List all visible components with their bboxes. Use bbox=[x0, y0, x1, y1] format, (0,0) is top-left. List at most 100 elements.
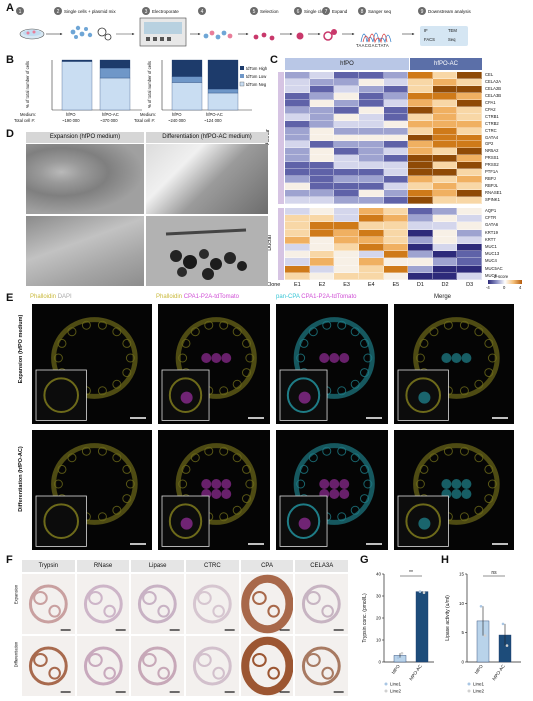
heatmap-cell bbox=[285, 106, 310, 114]
inset-organoid bbox=[168, 503, 203, 539]
heatmap-cell bbox=[432, 197, 458, 204]
tem-image-expansion-bottom bbox=[26, 216, 144, 286]
heatmap-cell bbox=[285, 113, 310, 121]
heatmap-cell bbox=[383, 120, 409, 128]
heatmap-cell bbox=[408, 190, 433, 198]
tissue-section bbox=[83, 646, 123, 686]
heatmap-cell bbox=[408, 141, 433, 149]
heatmap-cell bbox=[432, 258, 458, 266]
heatmap-cell bbox=[408, 236, 433, 244]
cell-outline bbox=[219, 446, 229, 456]
downstream-if: IF bbox=[424, 28, 428, 33]
f-ihc-cela3a-expansion bbox=[295, 574, 348, 634]
cell-outline bbox=[474, 379, 484, 389]
heatmap-cell bbox=[457, 120, 482, 128]
b-left-total-0: ~190 000 bbox=[62, 118, 80, 123]
panel_h-legend-dot-line1 bbox=[467, 682, 471, 686]
cell-outline bbox=[97, 512, 107, 522]
heatmap-cell bbox=[432, 134, 458, 142]
gene-label: MUC4 bbox=[485, 258, 497, 264]
tissue-lumen bbox=[48, 666, 61, 680]
step-4-circle bbox=[198, 7, 206, 15]
tissue-lumen bbox=[33, 653, 48, 667]
heatmap-cell bbox=[457, 197, 482, 204]
heatmap-cell bbox=[383, 222, 409, 230]
f-ihc-trypsin-differentiation bbox=[22, 636, 75, 696]
tissue-lumen bbox=[321, 604, 335, 618]
gene-label: AQP1 bbox=[485, 208, 497, 213]
heatmap-cell bbox=[309, 272, 335, 280]
organoid-outline bbox=[51, 443, 138, 525]
organoid-outline bbox=[51, 317, 138, 399]
panel-c-heatmap: hfPO hfPO-AC Acinar Ductal CELCELA2ACELA… bbox=[265, 58, 532, 294]
heatmap-cell bbox=[457, 78, 482, 86]
heatmap-cell bbox=[334, 183, 359, 191]
step-3-label: Electroporate bbox=[152, 9, 179, 14]
f-ihc-cpa-expansion bbox=[240, 574, 294, 634]
heatmap-cell bbox=[358, 176, 384, 184]
b-left-total-label: Total cell #: bbox=[14, 118, 35, 123]
expand-icon bbox=[323, 29, 337, 41]
gene-label: GATA4 bbox=[485, 134, 499, 140]
cell-outline bbox=[459, 446, 469, 456]
heatmap-cell bbox=[383, 176, 409, 184]
heatmap-cell bbox=[334, 99, 359, 107]
tissue-section bbox=[302, 646, 342, 686]
heatmap-cell bbox=[285, 92, 310, 100]
cell-outline bbox=[360, 494, 370, 504]
inset-organoid bbox=[405, 377, 441, 413]
tissue-lumen bbox=[157, 666, 171, 680]
cell-outline bbox=[429, 453, 439, 463]
f-headers: Trypsin RNase Lipase CTRC CPA CELA3A bbox=[22, 560, 349, 572]
heatmap-cell bbox=[285, 176, 310, 184]
signal-blob bbox=[461, 479, 472, 489]
heatmap-cell bbox=[334, 127, 359, 135]
panel_g-legend-line1: Line1 bbox=[390, 682, 402, 687]
signal-blob bbox=[221, 489, 232, 499]
heatmap-cell bbox=[285, 243, 310, 252]
heatmap-cell bbox=[408, 155, 433, 163]
heatmap-cell bbox=[408, 134, 433, 142]
heatmap-cell bbox=[383, 169, 409, 177]
heatmap-cell bbox=[432, 148, 458, 156]
heatmap-cell bbox=[334, 92, 359, 100]
clone-label-d1: D1 bbox=[416, 282, 424, 288]
cell-outline bbox=[474, 505, 484, 515]
cell-outline bbox=[97, 386, 107, 396]
b-legend-2: tdTom Neg bbox=[246, 82, 267, 87]
heatmap-cell bbox=[358, 190, 384, 198]
heatmap-cell bbox=[383, 134, 409, 142]
heatmap-cell bbox=[383, 208, 409, 216]
heatmap-cell bbox=[432, 85, 458, 93]
step-2-number: 2 bbox=[57, 9, 60, 15]
panel-label-e: E bbox=[6, 292, 14, 304]
cell-outline bbox=[363, 479, 373, 489]
panel-d: Expansion (hfPO medium) Differentiation … bbox=[26, 132, 268, 286]
panel_h-ytick-label: 0 bbox=[461, 660, 464, 665]
panel_h-legend-line1: Line1 bbox=[473, 682, 485, 687]
heatmap-cell bbox=[309, 183, 335, 191]
panel-f: Trypsin RNase Lipase CTRC CPA CELA3A Expansio… bbox=[14, 560, 349, 696]
tissue-section bbox=[28, 646, 68, 686]
heatmap-cell bbox=[457, 127, 482, 135]
b-legend-swatch-neg bbox=[239, 81, 245, 87]
downstream-box: IF TEM FACS Seq bbox=[420, 26, 468, 46]
gene-label: GATA6 bbox=[485, 222, 499, 228]
cell-outline bbox=[190, 327, 200, 337]
step-5-circle bbox=[250, 7, 258, 15]
heatmap-cell bbox=[334, 141, 359, 149]
panel-label-f: F bbox=[6, 554, 13, 566]
cell-outline bbox=[296, 353, 306, 363]
cell-outline bbox=[242, 338, 252, 348]
clone-label-d3: D3 bbox=[466, 282, 474, 288]
e-image-expansion-phalloidin-tdtomato bbox=[158, 304, 270, 424]
cell-outline bbox=[350, 453, 360, 463]
cell-outline bbox=[57, 464, 67, 474]
heatmap-cell bbox=[334, 258, 359, 266]
clone-label-e1: E1 bbox=[293, 282, 301, 288]
step-8-circle bbox=[358, 7, 366, 15]
f-ihc-ctrc-differentiation bbox=[186, 636, 239, 696]
b-right-bar-hfpoac-seg-0 bbox=[207, 92, 239, 111]
heatmap-cell bbox=[358, 148, 384, 156]
tissue-lumen bbox=[212, 604, 225, 618]
